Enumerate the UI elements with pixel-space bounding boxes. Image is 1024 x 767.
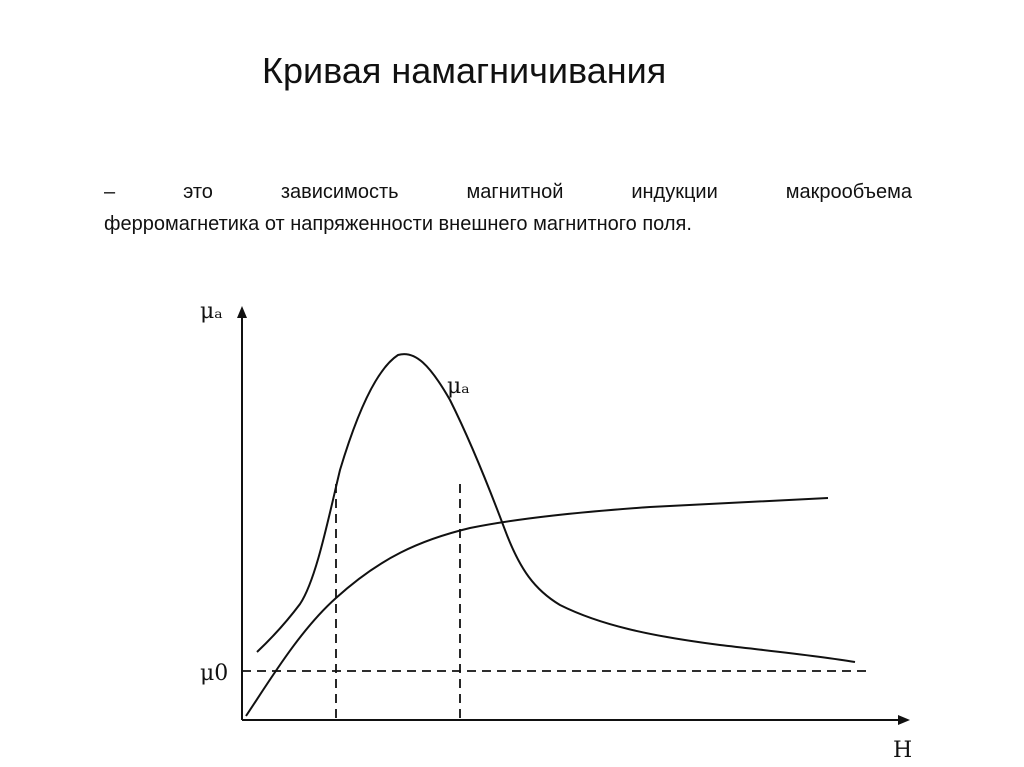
x-axis-label: H (893, 738, 912, 763)
y-axis-label: μₐ (200, 299, 223, 324)
y-axis-arrowhead (237, 306, 247, 318)
definition-text: – это зависимость магнитной индукции мак… (104, 176, 912, 240)
magnetization-curve (245, 497, 829, 717)
permeability-peak-curve (256, 353, 856, 663)
peak-curve-label: μₐ (447, 374, 470, 399)
mu0-label: μ0 (200, 661, 228, 686)
definition-line-1: – это зависимость магнитной индукции мак… (104, 181, 912, 203)
definition-line-2: ферромагнетика от напряженности внешнего… (104, 213, 692, 235)
x-axis-arrowhead (898, 715, 910, 725)
slide-title: Кривая намагничивания (262, 50, 667, 91)
